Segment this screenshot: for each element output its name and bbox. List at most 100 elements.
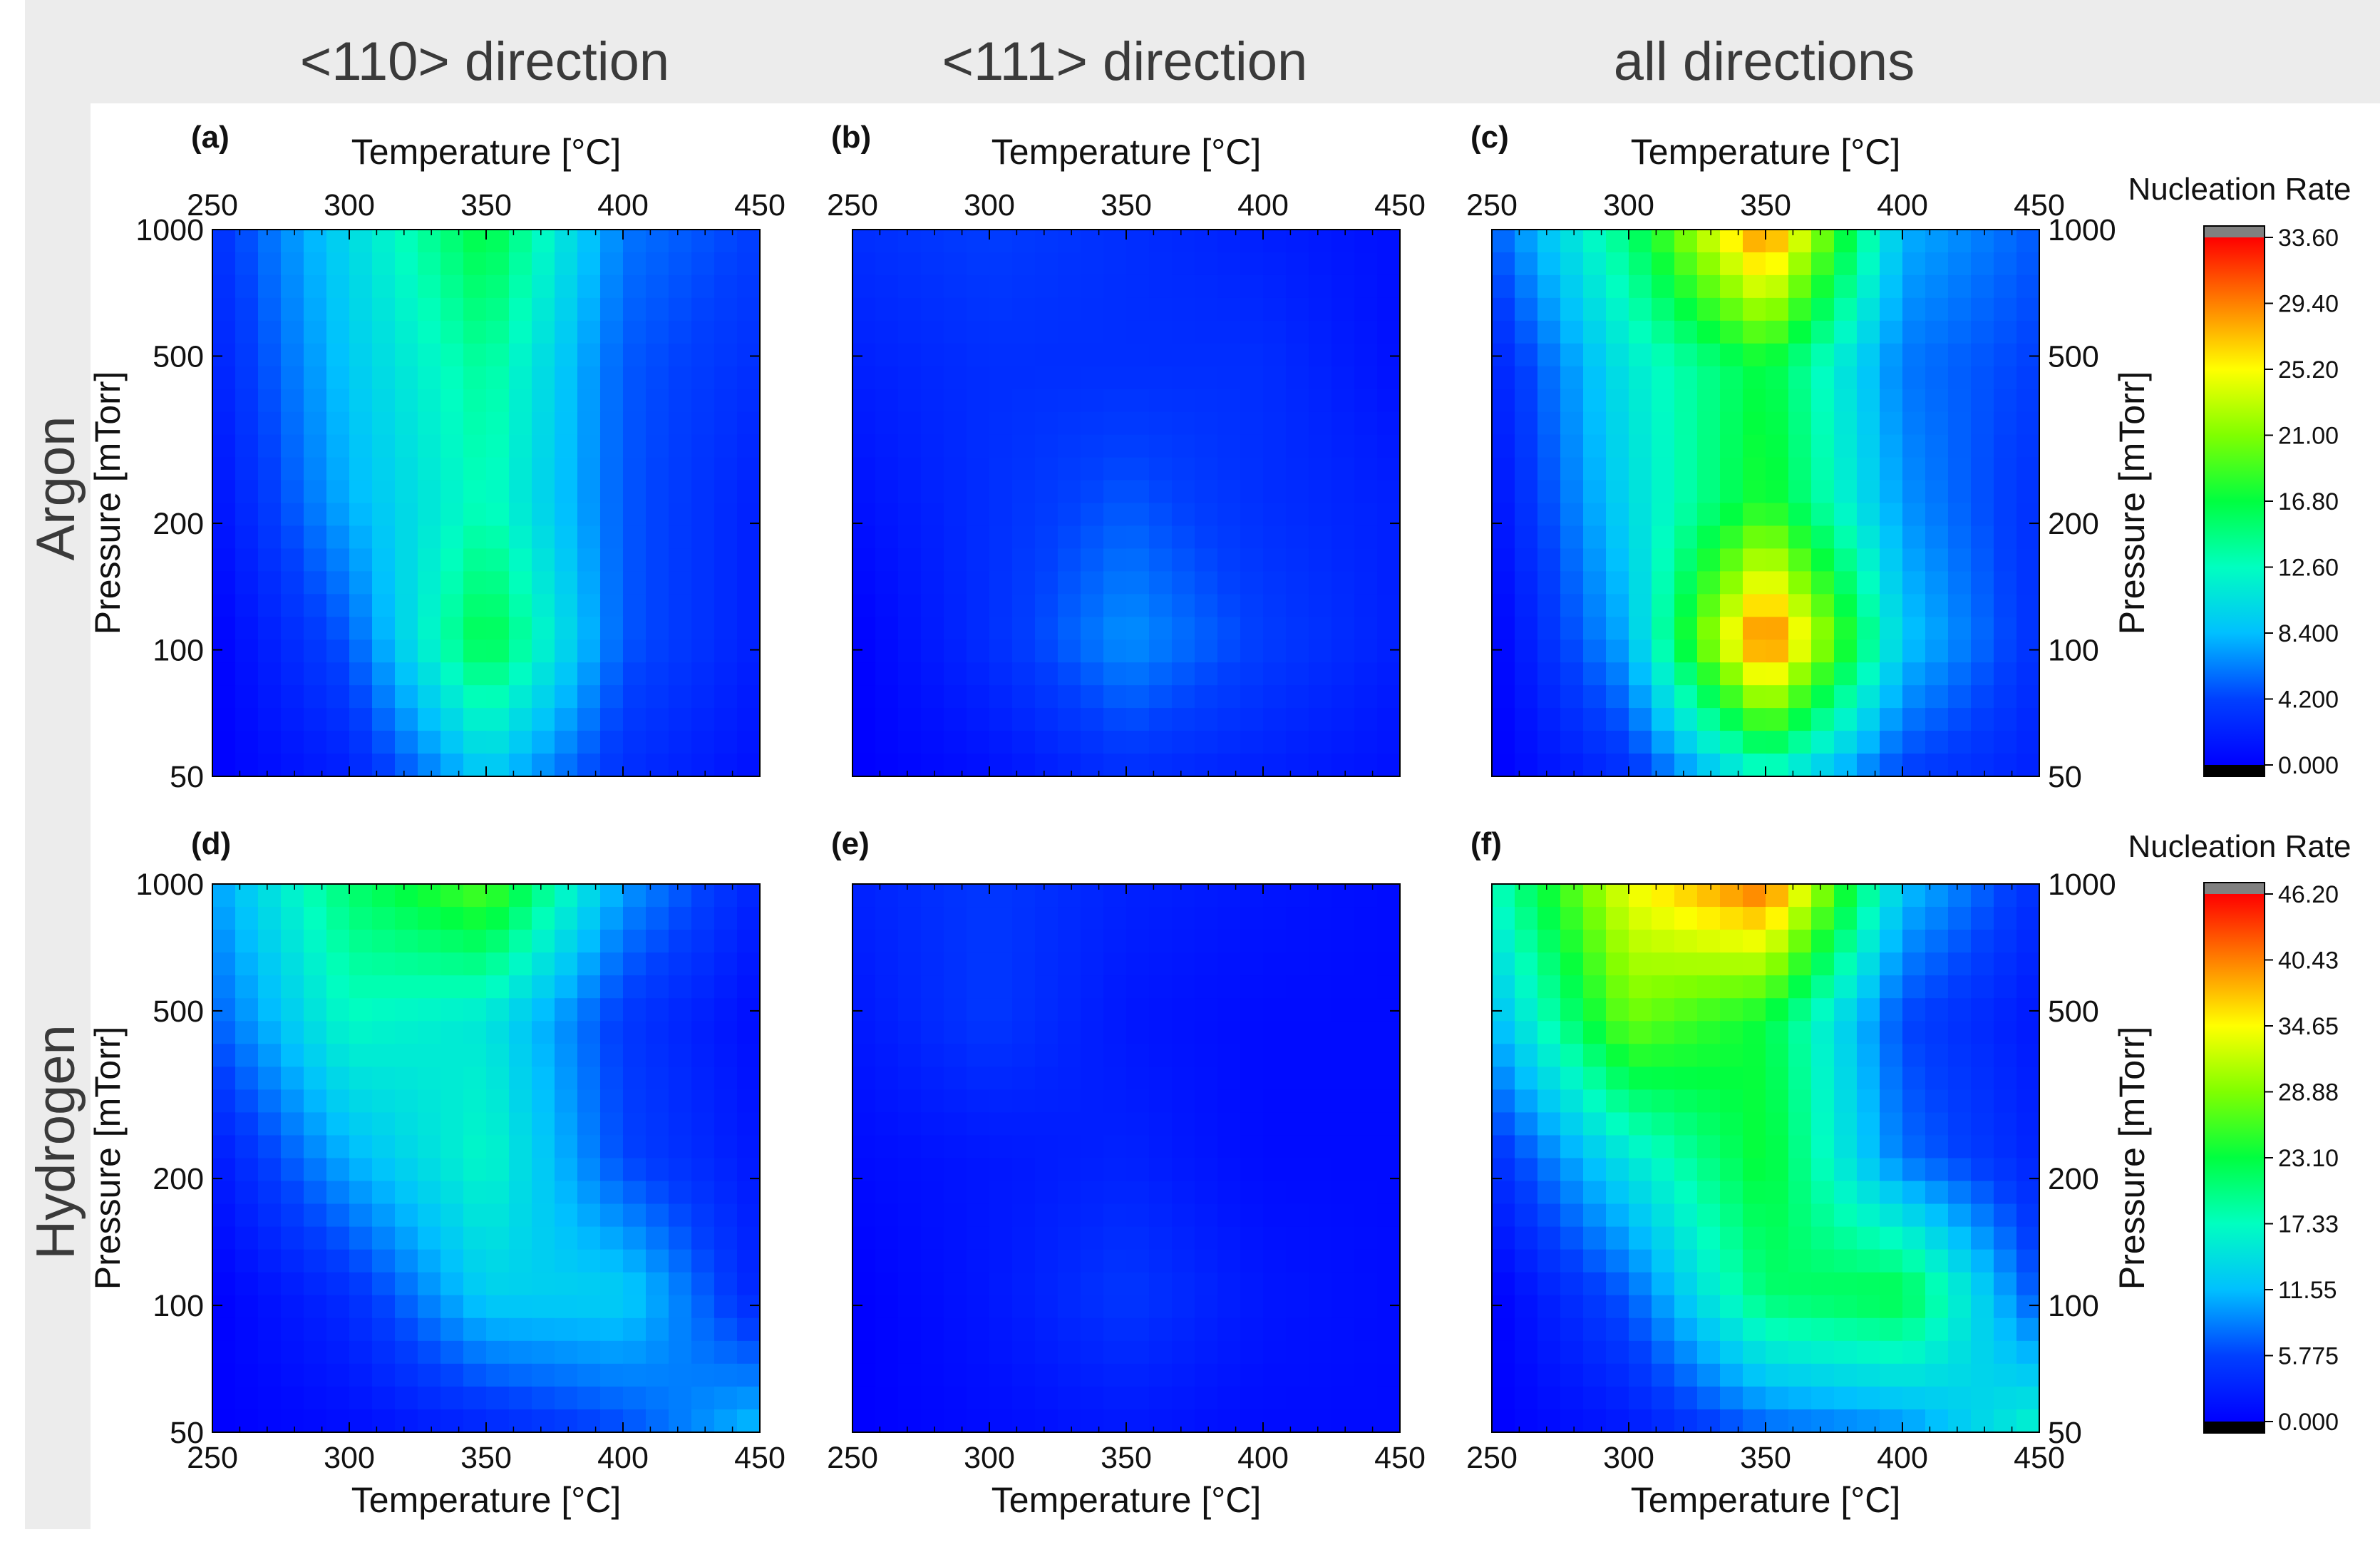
heat-cell [852, 662, 876, 686]
heat-cell [944, 1044, 967, 1067]
heat-cell [395, 1112, 418, 1136]
heat-cell [418, 366, 441, 390]
heat-cell [1629, 1295, 1652, 1319]
heat-cell [372, 1226, 396, 1250]
heat-cell [1720, 525, 1743, 550]
heat-cell [1354, 708, 1378, 731]
heat-cell [463, 1272, 487, 1296]
heat-cell [1583, 685, 1607, 709]
heat-cell [395, 343, 418, 367]
heat-cell [989, 1409, 1013, 1433]
heat-cell [1629, 548, 1652, 572]
heat-cell [1652, 1112, 1675, 1136]
heat-cell [212, 731, 236, 754]
heat-cell [1948, 1158, 1972, 1182]
heat-cell [921, 411, 944, 436]
heat-cell [1811, 1067, 1835, 1090]
heat-cell [600, 952, 624, 976]
heat-cell [1035, 343, 1058, 367]
heat-cell [737, 1135, 761, 1159]
heat-cell [1811, 1226, 1835, 1250]
heat-cell [898, 571, 922, 595]
heat-cell [1880, 230, 1903, 253]
heat-cell [1217, 343, 1241, 367]
heat-cell [1720, 320, 1743, 344]
heat-cell [532, 1112, 555, 1136]
heat-cell [623, 411, 646, 436]
heat-cell [737, 1295, 761, 1319]
heat-cell [1994, 1386, 2017, 1410]
heat-cell [1240, 274, 1264, 299]
heat-cell [555, 571, 578, 595]
heat-cell [1606, 1181, 1629, 1205]
heat-cell [967, 1021, 990, 1044]
heat-cell [1834, 594, 1858, 617]
heat-cell [372, 297, 396, 322]
heat-cell [898, 1386, 922, 1410]
heat-cell [1766, 594, 1789, 617]
heat-cell [532, 975, 555, 999]
heat-cell [1081, 998, 1104, 1022]
heat-cell [1811, 1021, 1835, 1044]
heat-cell [1720, 1089, 1743, 1114]
heat-cell [1172, 1409, 1195, 1433]
heat-cell [1012, 230, 1036, 253]
heat-cell [1126, 1340, 1150, 1365]
heat-cell [852, 1158, 876, 1182]
heat-cell [326, 1363, 350, 1387]
heat-cell [281, 662, 304, 686]
heat-cell [852, 1021, 876, 1044]
heat-cell [1583, 1044, 1607, 1067]
heat-cell [1354, 617, 1378, 640]
heat-cell [1697, 1386, 1721, 1410]
heat-cell [509, 1363, 532, 1387]
heat-cell [737, 617, 761, 640]
heat-cell [281, 571, 304, 595]
heat-cell [852, 230, 876, 253]
heat-cell [1766, 1295, 1789, 1319]
heat-cell [441, 411, 464, 436]
heat-cell [1172, 685, 1195, 709]
heat-cell [304, 1135, 327, 1159]
heat-cell [1925, 1249, 1949, 1273]
heat-cell [669, 884, 692, 908]
heat-cell [1012, 1067, 1036, 1090]
heat-cell [577, 1089, 601, 1114]
heat-cell [1537, 1272, 1561, 1296]
heat-cell [1286, 343, 1309, 367]
heat-cell [532, 731, 555, 754]
heat-cell [1652, 343, 1675, 367]
heat-cell [1857, 952, 1880, 976]
heat-cell [600, 1363, 624, 1387]
heat-cell [418, 1089, 441, 1114]
heat-cell [1834, 411, 1858, 436]
heat-cell [646, 1272, 669, 1296]
heat-cell [395, 1089, 418, 1114]
heat-cell [875, 884, 899, 908]
heat-cell [509, 639, 532, 663]
heat-cell [1240, 617, 1264, 640]
heat-cell [646, 548, 669, 572]
heat-cell [281, 1158, 304, 1182]
heat-cell [372, 1340, 396, 1365]
heat-cell [1834, 434, 1858, 458]
heat-cell [212, 1112, 236, 1136]
heat-cell [1172, 1317, 1195, 1342]
heat-cell [372, 1067, 396, 1090]
heat-cell [898, 457, 922, 481]
heat-cell [1606, 571, 1629, 595]
heat-cell [486, 975, 510, 999]
heat-cell [1012, 548, 1036, 572]
heat-cell [1058, 297, 1081, 322]
heat-cell [555, 639, 578, 663]
heat-cell [441, 457, 464, 481]
heat-cell [1583, 731, 1607, 754]
heat-cell [212, 1340, 236, 1365]
heat-cell [1834, 1135, 1858, 1159]
heat-cell [669, 1340, 692, 1365]
heat-cell [967, 389, 990, 413]
heat-cell [1743, 274, 1766, 299]
heat-cell [1857, 1249, 1880, 1273]
heat-cell [646, 1112, 669, 1136]
heat-cell [418, 230, 441, 253]
